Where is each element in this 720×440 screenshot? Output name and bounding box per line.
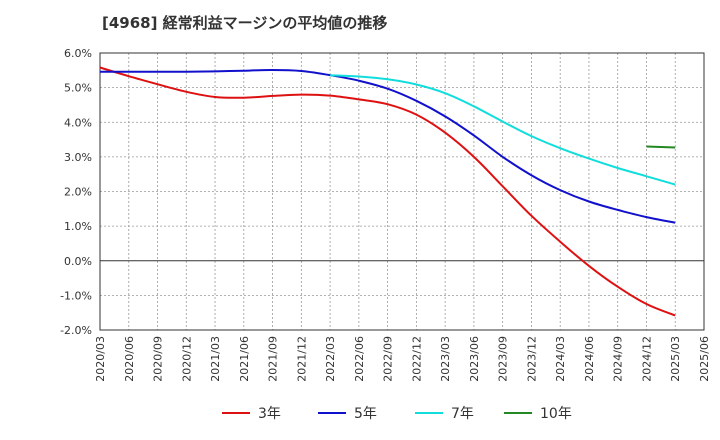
x-tick-label: 2022/09 bbox=[382, 336, 395, 382]
legend-label-10年: 10年 bbox=[540, 406, 572, 422]
x-tick-label: 2022/03 bbox=[324, 336, 337, 382]
y-tick-label: 3.0% bbox=[64, 151, 92, 164]
x-tick-label: 2024/09 bbox=[612, 336, 625, 382]
x-tick-label: 2022/12 bbox=[410, 336, 423, 382]
y-tick-label: -1.0% bbox=[60, 289, 92, 302]
y-tick-label: 6.0% bbox=[64, 47, 92, 60]
x-tick-label: 2024/03 bbox=[554, 336, 567, 382]
x-tick-label: 2020/09 bbox=[152, 336, 165, 382]
y-axis: 6.0% 5.0% 4.0% 3.0% 2.0% 1.0% 0.0% -1.0% -2.0% bbox=[60, 47, 92, 337]
x-tick-label: 2023/03 bbox=[439, 336, 452, 382]
y-tick-label: 5.0% bbox=[64, 82, 92, 95]
chart-title: [4968] 経常利益マージンの平均値の推移 bbox=[102, 14, 388, 32]
y-tick-label: 1.0% bbox=[64, 220, 92, 233]
series-line-7年 bbox=[330, 74, 676, 186]
series-line-10年 bbox=[646, 145, 676, 149]
grid bbox=[100, 53, 704, 330]
y-tick-label: 0.0% bbox=[64, 255, 92, 268]
plot-area bbox=[99, 52, 705, 331]
x-axis: 2020/03 2020/06 2020/09 2020/12 2021/03 2021/… bbox=[94, 336, 711, 382]
series-line-5年 bbox=[100, 68, 676, 224]
x-tick-label: 2023/09 bbox=[497, 336, 510, 382]
x-tick-label: 2024/06 bbox=[583, 336, 596, 382]
x-tick-label: 2025/03 bbox=[669, 336, 682, 382]
x-tick-label: 2023/12 bbox=[525, 336, 538, 382]
x-tick-label: 2025/06 bbox=[698, 336, 711, 382]
legend-label-5年: 5年 bbox=[354, 406, 377, 422]
legend-label-7年: 7年 bbox=[451, 406, 474, 422]
y-tick-label: -2.0% bbox=[60, 324, 92, 337]
series-lines bbox=[99, 66, 676, 317]
x-tick-label: 2020/06 bbox=[123, 336, 136, 382]
x-tick-label: 2021/06 bbox=[238, 336, 251, 382]
legend: 3年 5年 7年 10年 bbox=[222, 406, 572, 422]
x-tick-label: 2020/12 bbox=[180, 336, 193, 382]
x-tick-label: 2021/12 bbox=[295, 336, 308, 382]
y-tick-label: 4.0% bbox=[64, 116, 92, 129]
x-tick-label: 2022/06 bbox=[353, 336, 366, 382]
x-tick-label: 2023/06 bbox=[468, 336, 481, 382]
x-tick-label: 2020/03 bbox=[94, 336, 107, 382]
series-line-3年 bbox=[99, 66, 676, 317]
legend-label-3年: 3年 bbox=[258, 406, 281, 422]
x-tick-label: 2021/03 bbox=[209, 336, 222, 382]
y-tick-label: 2.0% bbox=[64, 186, 92, 199]
x-tick-label: 2024/12 bbox=[640, 336, 653, 382]
x-tick-label: 2021/09 bbox=[267, 336, 280, 382]
